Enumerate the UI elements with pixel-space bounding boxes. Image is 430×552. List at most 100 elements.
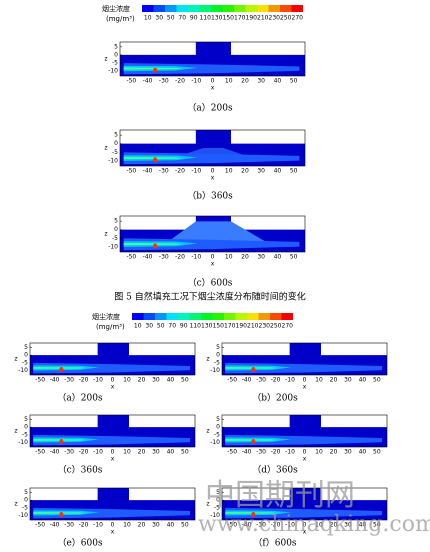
colorbar-swatch [153,5,165,12]
x-tick-label: 50 [290,78,298,85]
colorbar-swatch [166,313,178,320]
colorbar-label: 50 [157,323,165,330]
x-axis-label: x [303,529,307,536]
legend-unit: (mg/m³) [106,15,135,23]
x-tick-label: 30 [344,522,352,529]
x-tick-label: -10 [93,449,103,456]
dispersion-band [225,362,383,374]
z-axis-label: z [14,356,17,363]
x-tick-label: 30 [152,377,160,384]
x-tick-label: 30 [152,449,160,456]
x-tick-label: 50 [181,522,189,529]
x-tick-label: -10 [191,254,201,261]
z-axis-label: z [206,501,209,508]
x-tick-label: -20 [79,522,89,529]
z-tick-label: 5 [114,43,118,50]
x-tick-label: -50 [126,254,136,261]
x-tick-label: -30 [159,254,169,261]
colorbar-label: 270 [282,323,294,330]
colorbar-label: 110 [200,15,212,22]
panel-caption: （e）600s [57,538,103,549]
x-tick-label: 50 [373,377,381,384]
panel-caption: （b）200s [252,393,298,404]
colorbar-label: 30 [145,323,153,330]
colorbar-swatch [245,5,257,12]
fire-source [153,67,158,73]
x-tick-label: -50 [126,168,136,175]
x-tick-label: -20 [271,449,281,456]
colorbar-swatch [291,5,303,12]
colorbar-label: 30 [155,15,163,22]
x-axis-label: x [211,85,215,92]
x-axis-label: x [111,529,115,536]
x-tick-label: -50 [227,522,237,529]
z-tick-label: 5 [24,344,28,351]
z-tick-label: 5 [216,489,220,496]
colorbar-swatch [178,313,190,320]
x-tick-label: -10 [285,377,295,384]
colorbar-label: 50 [167,15,175,22]
z-tick-label: -10 [210,512,220,519]
fire-source [59,439,64,445]
x-tick-label: 10 [123,377,131,384]
panel-caption: （d）360s [252,465,298,476]
x-tick-label: -50 [35,377,45,384]
x-axis-label: x [111,384,115,391]
colorbar-swatch [143,313,155,320]
colorbar-swatch [188,5,200,12]
dispersion-band [225,434,383,446]
z-tick-label: 5 [216,416,220,423]
x-tick-label: 0 [111,377,115,384]
z-tick-label: -10 [108,243,118,250]
colorbar-swatch [235,313,247,320]
z-tick-label: 0 [216,352,220,359]
z-tick-label: -10 [108,157,118,164]
dispersion-band [33,362,191,374]
colorbar-swatch [165,5,177,12]
x-tick-label: 10 [225,78,233,85]
x-axis-label: x [111,456,115,463]
x-tick-label: 10 [225,168,233,175]
z-tick-label: 0 [24,497,28,504]
smoke-core [225,512,279,514]
z-axis-label: z [104,231,107,238]
z-tick-label: -5 [112,149,118,156]
z-tick-label: -5 [112,60,118,67]
x-tick-label: -30 [64,522,74,529]
x-tick-label: 20 [241,78,249,85]
z-axis-label: z [104,56,107,63]
x-tick-label: -30 [64,449,74,456]
z-axis-label: z [14,501,17,508]
dispersion-band [123,152,300,165]
colorbar-label: 170 [224,323,236,330]
colorbar-label: 70 [168,323,176,330]
fire-source [153,157,158,163]
x-tick-label: -50 [35,449,45,456]
x-tick-label: -10 [93,522,103,529]
colorbar-label: 190 [236,323,248,330]
colorbar-label: 70 [178,15,186,22]
colorbar-label: 250 [270,323,282,330]
colorbar-swatch [281,313,293,320]
x-tick-label: 50 [373,449,381,456]
smoke-core [225,439,279,441]
fire-source [251,512,256,518]
z-tick-label: -5 [214,359,220,366]
z-tick-label: -10 [18,512,28,519]
colorbar-label: 90 [180,323,188,330]
colorbar-swatch [211,5,223,12]
colorbar-swatch [270,313,282,320]
colorbar-label: 190 [246,15,258,22]
colorbar-swatch [212,313,224,320]
x-tick-label: 40 [274,254,282,261]
z-tick-label: -5 [22,431,28,438]
x-tick-label: 50 [290,168,298,175]
x-tick-label: 50 [181,449,189,456]
colorbar-swatch [176,5,188,12]
colorbar-swatch [222,5,234,12]
x-axis-label: x [211,175,215,182]
dispersion-band [225,507,383,519]
colorbar-label: 230 [259,323,271,330]
x-tick-label: 10 [315,522,323,529]
